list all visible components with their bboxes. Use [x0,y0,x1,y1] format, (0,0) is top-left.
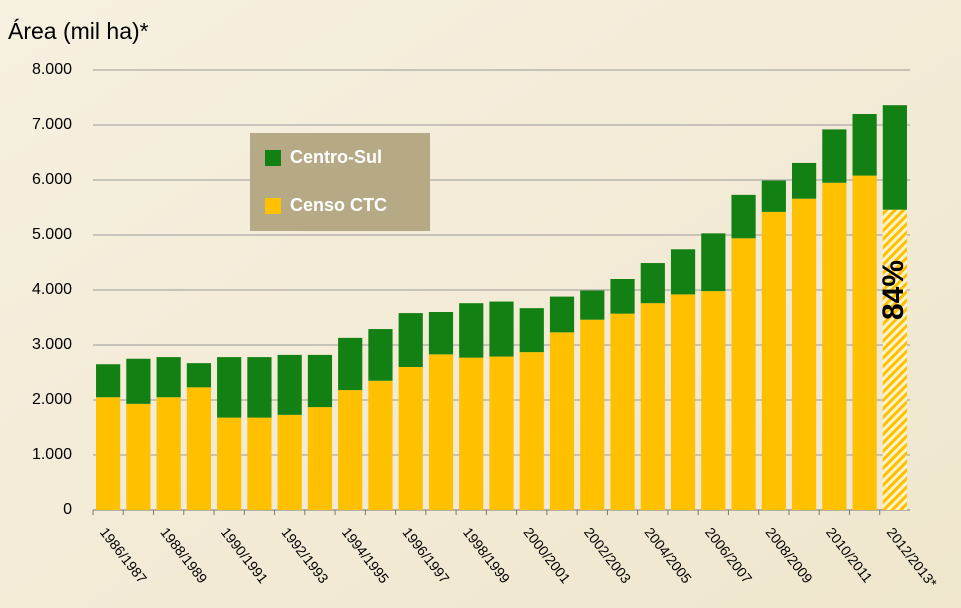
legend-swatch [265,150,281,166]
bar-segment [96,397,120,510]
bar-segment [731,195,755,238]
bar-segment [399,313,423,367]
y-tick-label: 6.000 [32,171,72,188]
bar-segment [96,364,120,397]
bar-segment [520,352,544,510]
bar-segment [701,233,725,291]
bar-segment [338,390,362,510]
bar-segment [853,176,877,510]
bar-segment [883,210,907,510]
legend-label: Centro-Sul [290,147,382,167]
bar-segment [459,358,483,510]
y-tick-label: 8.000 [32,61,72,78]
bar-segment [822,129,846,182]
bar-segment [247,357,271,418]
y-tick-label: 2.000 [32,391,72,408]
bar-segment [671,294,695,510]
bar-segment [489,302,513,357]
bar-segment [368,329,392,381]
bar-segment [610,314,634,510]
bar-segment [792,199,816,510]
bar-segment [641,263,665,303]
bar-segment [399,367,423,510]
bar-segment [701,291,725,510]
legend-swatch [265,198,281,214]
y-tick-label: 3.000 [32,336,72,353]
bar-segment [278,415,302,510]
bar-segment [157,357,181,397]
bar-segment [157,397,181,510]
bar-segment [671,249,695,294]
chart-title: Área (mil ha)* [8,18,149,44]
bar-segment [126,404,150,510]
bar-segment [429,312,453,354]
y-tick-label: 4.000 [32,281,72,298]
y-tick-label: 5.000 [32,226,72,243]
bar-segment [853,114,877,176]
legend-label: Censo CTC [290,195,387,215]
bar-segment [792,163,816,199]
bar-segment [338,338,362,390]
y-tick-label: 1.000 [32,446,72,463]
bar-segment [580,320,604,510]
bar-segment [550,332,574,510]
bar-segment [883,105,907,210]
bar-segment [429,354,453,510]
bar-segment [247,418,271,510]
chart: Área (mil ha)* 0 1.000 2.000 3.000 4.000 5.00… [0,0,961,608]
y-tick-label: 0 [63,501,72,518]
bar-segment [459,303,483,357]
bar-segment [731,238,755,510]
bar-segment [822,183,846,510]
bar-segment [489,357,513,510]
annotation: 84% [877,260,910,320]
bar-segment [580,291,604,320]
bar-segment [187,363,211,387]
bar-segment [762,212,786,510]
bar-segment [187,387,211,510]
bar-segment [308,355,332,407]
bar-segment [217,357,241,418]
bar-segment [641,303,665,510]
y-tick-label: 7.000 [32,116,72,133]
bar-segment [368,381,392,510]
bar-segment [762,181,786,212]
bar-segment [520,308,544,352]
bar-segment [610,279,634,314]
bar-segment [278,355,302,415]
bar-segment [126,359,150,404]
bar-segment [550,297,574,333]
bar-segment [217,418,241,510]
bar-segment [308,407,332,510]
